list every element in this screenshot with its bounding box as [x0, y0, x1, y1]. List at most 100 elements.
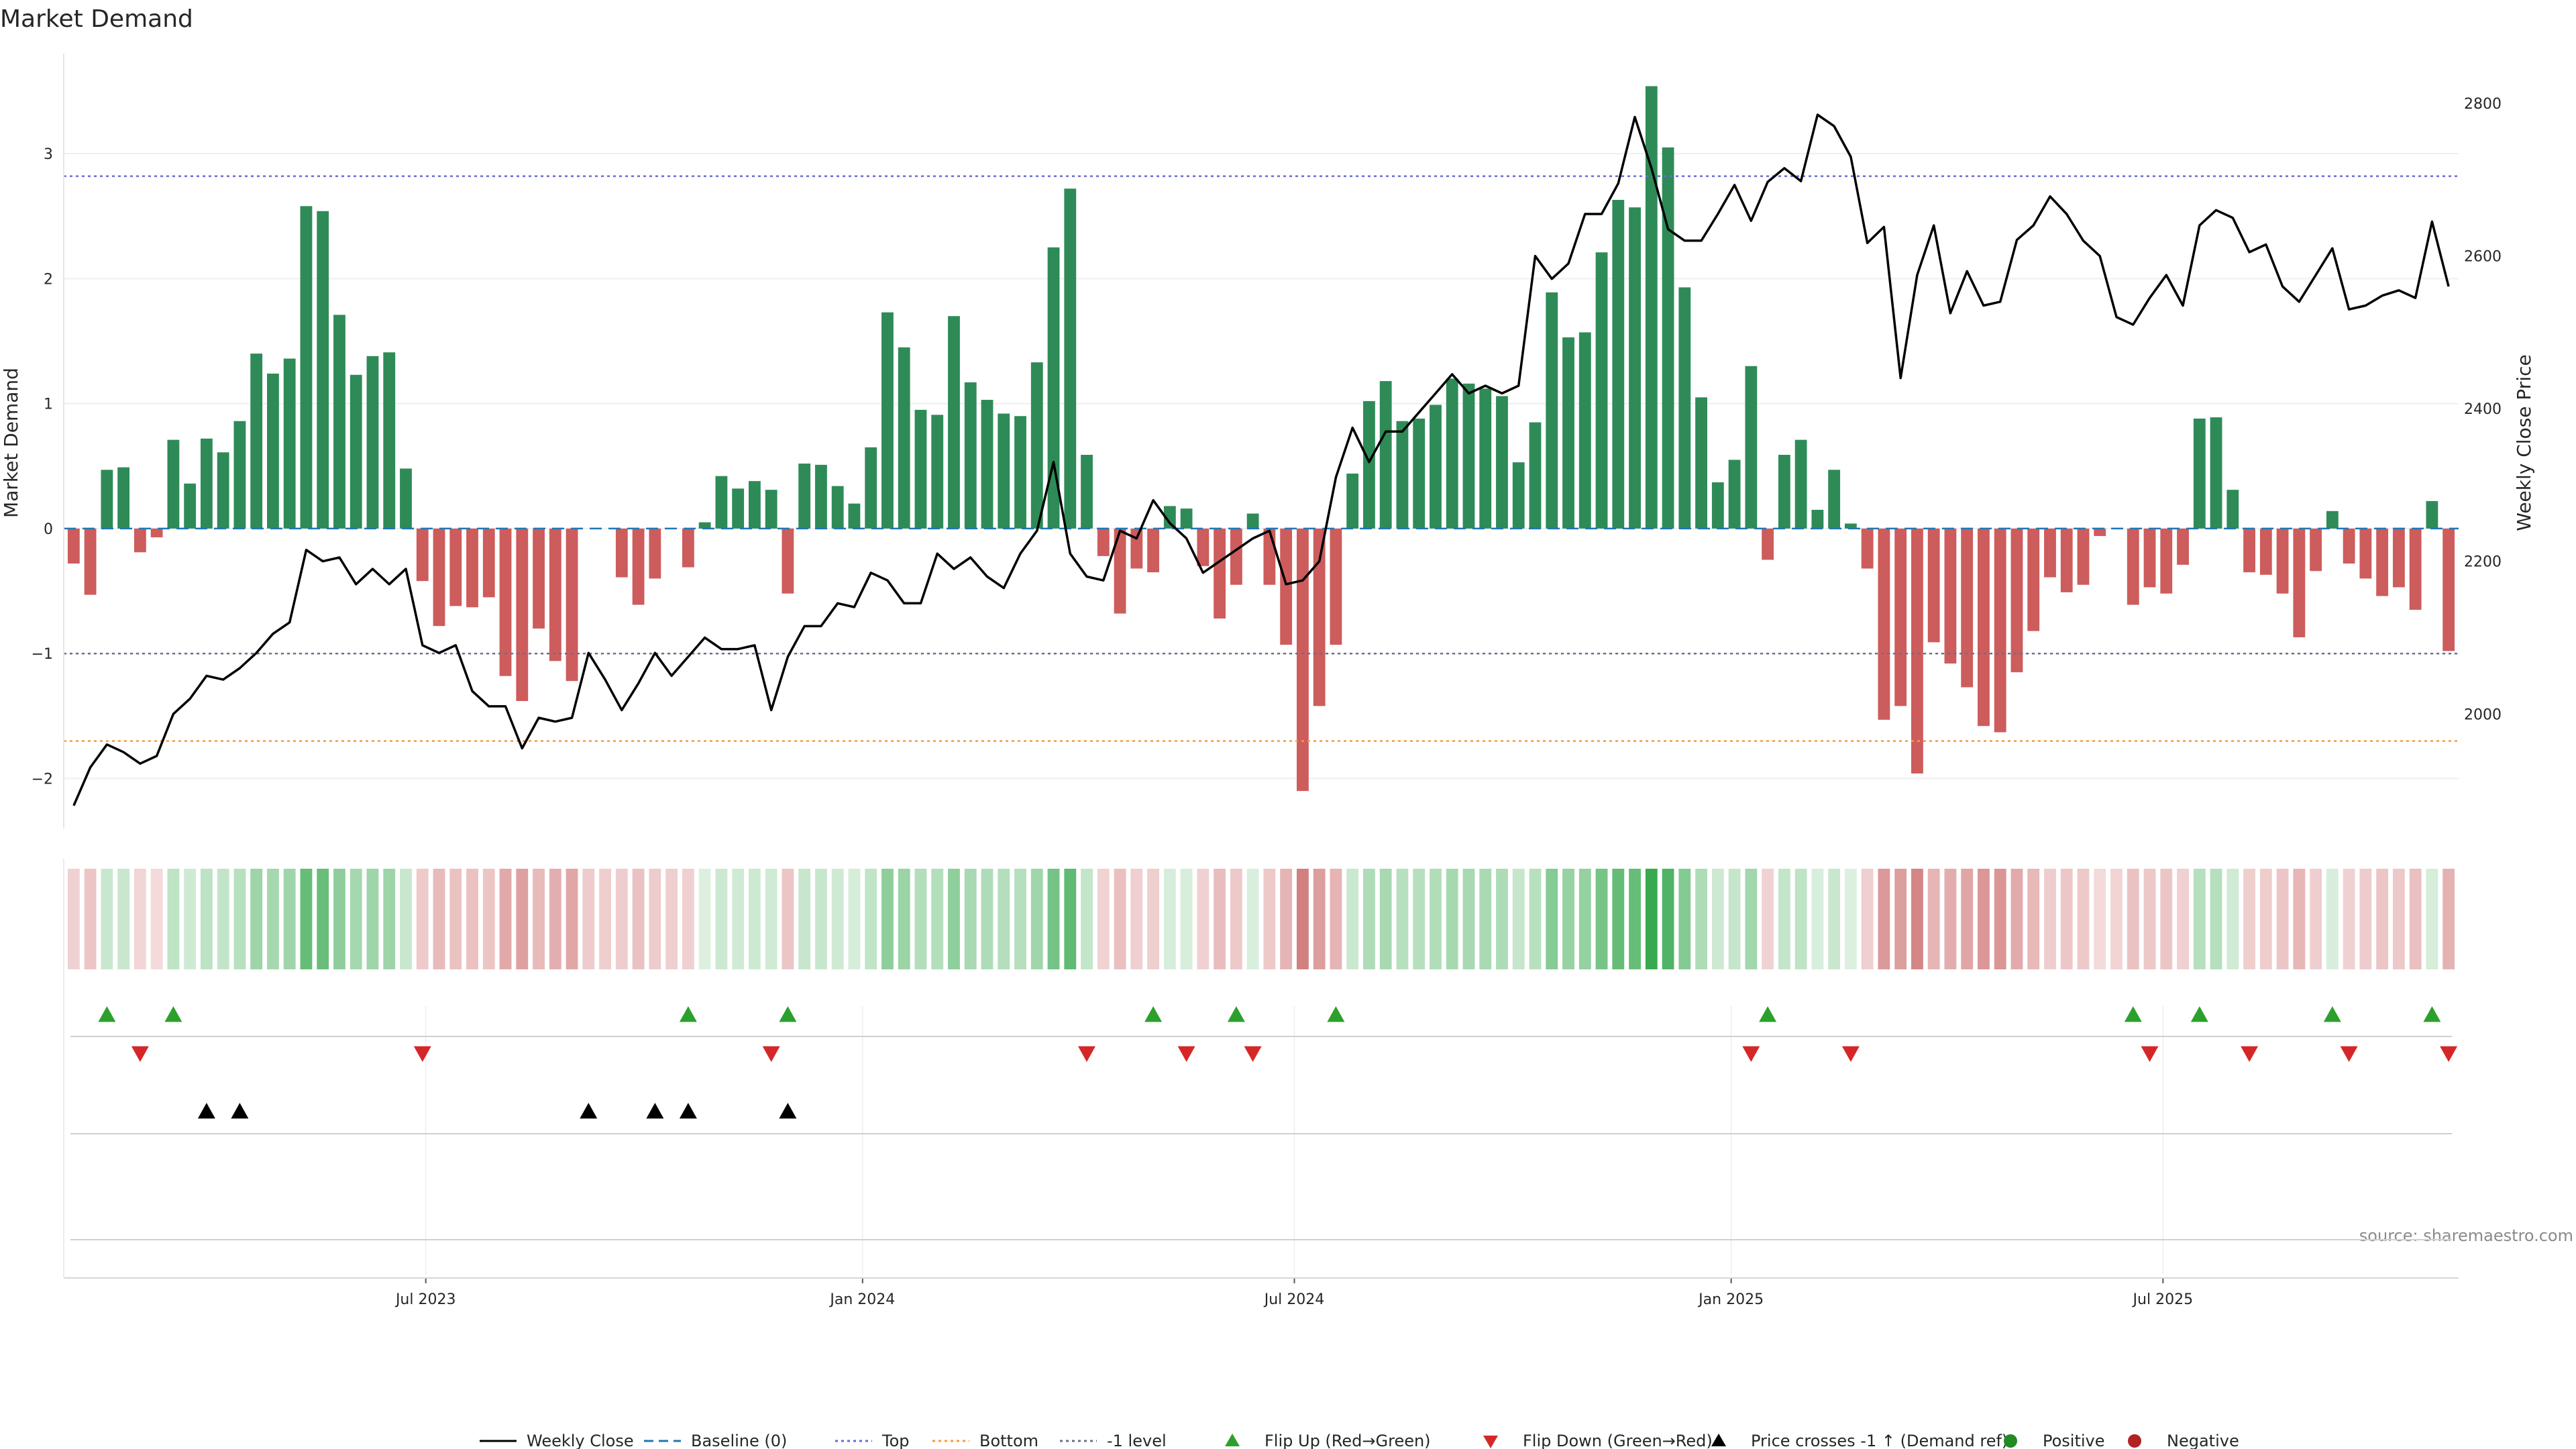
color-band-cell	[250, 869, 263, 969]
demand-bar	[2259, 528, 2272, 575]
color-band-cell	[2177, 869, 2189, 969]
reference-lines	[64, 175, 2459, 742]
color-band-cell	[449, 869, 462, 969]
color-band-cell	[499, 869, 512, 969]
color-band-cell	[2259, 869, 2272, 969]
demand-bar	[1296, 528, 1309, 792]
demand-bar	[433, 528, 445, 627]
y-axis-title: Market Demand	[0, 368, 22, 518]
color-band-cell	[217, 869, 229, 969]
legend-swatch	[1225, 1434, 1240, 1446]
demand-bar	[1197, 528, 1210, 566]
color-band-cell	[1346, 869, 1359, 969]
flip-up-marker	[1327, 1006, 1345, 1022]
legend-swatch	[2004, 1434, 2017, 1448]
y2-tick-label: 2600	[2464, 249, 2502, 266]
demand-bar	[748, 481, 761, 529]
y-tick-label: −2	[32, 771, 53, 788]
demand-bar	[1728, 460, 1741, 529]
color-band-cell	[1794, 869, 1807, 969]
legend-label: Price crosses -1 ↑ (Demand ref)	[1751, 1432, 2008, 1449]
color-band-cell	[1479, 869, 1492, 969]
color-band-cell	[2226, 869, 2239, 969]
grid-layer	[64, 153, 2459, 1275]
demand-bar	[1479, 388, 1492, 529]
color-band-cell	[416, 869, 429, 969]
color-band-cell	[1861, 869, 1874, 969]
color-band-cell	[67, 869, 80, 969]
flip-down-marker	[2241, 1046, 2259, 1062]
color-band-cell	[2243, 869, 2255, 969]
color-band	[67, 869, 2455, 969]
demand-bar	[1994, 528, 2006, 733]
color-band-cell	[1844, 869, 1857, 969]
color-band-cell	[1894, 869, 1907, 969]
color-band-cell	[1978, 869, 1990, 969]
demand-bar	[798, 464, 811, 529]
demand-bar	[1214, 528, 1226, 619]
color-band-cell	[167, 869, 180, 969]
color-band-cell	[1097, 869, 1110, 969]
demand-bar	[201, 438, 213, 529]
color-band-cell	[383, 869, 396, 969]
legend-label: Top	[881, 1432, 910, 1449]
demand-bar	[1978, 528, 1990, 727]
demand-bar	[267, 373, 279, 529]
demand-bar	[1263, 528, 1276, 585]
demand-bar	[998, 413, 1010, 529]
x-tick-label: Jan 2025	[1697, 1291, 1764, 1308]
price-cross-marker	[231, 1103, 249, 1119]
color-band-cell	[549, 869, 561, 969]
demand-bar	[449, 528, 462, 606]
color-band-cell	[1911, 869, 1923, 969]
demand-bar	[715, 476, 728, 529]
demand-bar	[1114, 528, 1126, 614]
color-band-cell	[1363, 869, 1375, 969]
y2-tick-label: 2000	[2464, 706, 2502, 723]
color-band-cell	[482, 869, 495, 969]
flip-down-marker	[2340, 1046, 2358, 1062]
legend-swatch	[1483, 1436, 1498, 1448]
color-band-cell	[1662, 869, 1674, 969]
demand-bar	[2293, 528, 2306, 637]
demand-bar	[1645, 86, 1658, 529]
demand-bar	[1828, 470, 1841, 529]
color-band-cell	[516, 869, 529, 969]
demand-bar	[133, 528, 146, 553]
legend-label: Baseline (0)	[691, 1432, 787, 1449]
demand-bar	[2409, 528, 2422, 610]
color-band-cell	[2443, 869, 2455, 969]
color-band-cell	[2027, 869, 2040, 969]
color-band-cell	[1728, 869, 1741, 969]
legend-swatch	[2128, 1434, 2141, 1448]
demand-bar	[2127, 528, 2139, 605]
color-band-cell	[1762, 869, 1774, 969]
demand-bar	[1844, 523, 1857, 529]
demand-bar	[2226, 490, 2239, 529]
color-band-cell	[1878, 869, 1890, 969]
demand-bar	[2276, 528, 2289, 594]
color-band-cell	[649, 869, 661, 969]
demand-bar	[1762, 528, 1774, 560]
y-tick-label: 2	[44, 271, 53, 288]
price-cross-marker	[580, 1103, 598, 1119]
demand-bar	[981, 400, 994, 529]
demand-bar	[1097, 528, 1110, 556]
axis-layer: −2 −1 0 1 2 3 2000 2200 2400 2600 2800 Jul 2023 Jan …	[32, 54, 2502, 1308]
demand-bar	[2177, 528, 2189, 565]
legend-label: Bottom	[979, 1432, 1038, 1449]
flip-up-marker	[1759, 1006, 1777, 1022]
color-band-cell	[2210, 869, 2222, 969]
legend-label: Flip Up (Red→Green)	[1265, 1432, 1431, 1449]
demand-bar	[1595, 252, 1608, 529]
y2-axis-title: Weekly Close Price	[2513, 354, 2535, 531]
color-band-cell	[599, 869, 611, 969]
color-band-cell	[2094, 869, 2106, 969]
color-band-cell	[1114, 869, 1126, 969]
demand-bar	[1081, 454, 1093, 529]
legend-swatch	[1711, 1434, 1726, 1446]
color-band-cell	[1064, 869, 1077, 969]
color-band-cell	[782, 869, 794, 969]
color-band-cell	[732, 869, 745, 969]
